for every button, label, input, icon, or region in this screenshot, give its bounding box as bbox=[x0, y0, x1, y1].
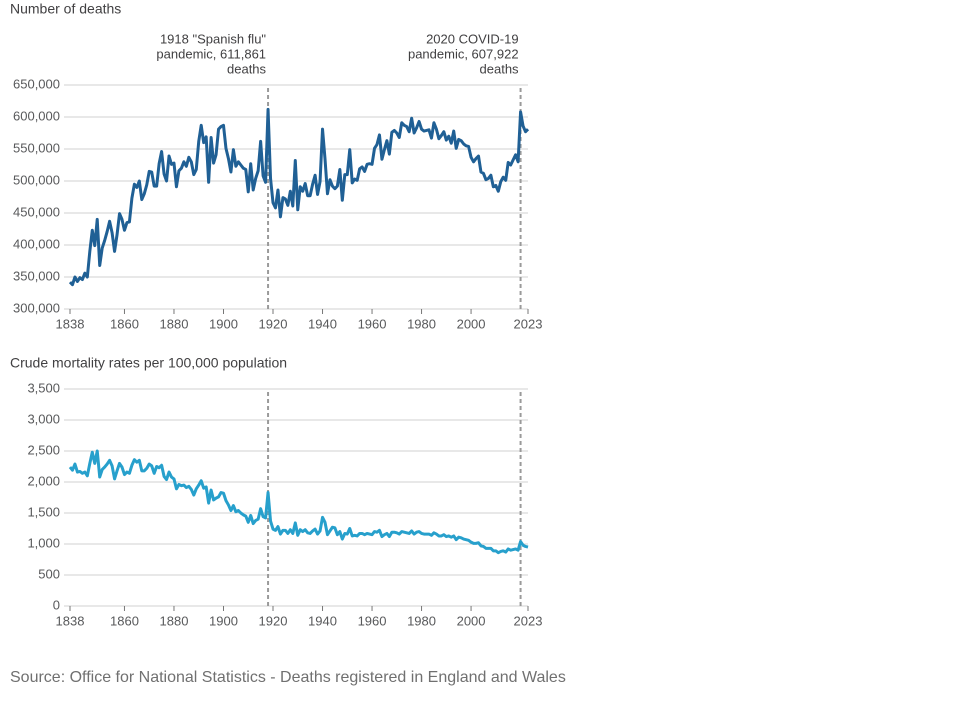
y-tick-label: 550,000 bbox=[13, 140, 60, 155]
annotation: deaths bbox=[227, 61, 267, 76]
x-tick-label: 1860 bbox=[110, 316, 139, 331]
y-tick-label: 350,000 bbox=[13, 268, 60, 283]
x-tick-label: 2000 bbox=[457, 316, 486, 331]
x-tick-label: 1980 bbox=[407, 613, 436, 628]
x-tick-label: 1900 bbox=[209, 316, 238, 331]
y-tick-label: 600,000 bbox=[13, 108, 60, 123]
annotation: pandemic, 611,861 bbox=[156, 46, 266, 61]
x-tick-label: 1940 bbox=[308, 316, 337, 331]
x-tick-label: 1920 bbox=[259, 316, 288, 331]
y-tick-label: 300,000 bbox=[13, 300, 60, 315]
y-tick-label: 1,000 bbox=[27, 535, 60, 550]
source-note: Source: Office for National Statistics -… bbox=[10, 669, 566, 686]
x-tick-label: 1838 bbox=[56, 316, 85, 331]
x-tick-label: 1900 bbox=[209, 613, 238, 628]
y-tick-label: 650,000 bbox=[13, 76, 60, 91]
x-tick-label: 1838 bbox=[56, 613, 85, 628]
data-line bbox=[68, 449, 529, 555]
annotation: 1918 "Spanish flu" bbox=[160, 31, 266, 46]
x-tick-label: 2023 bbox=[514, 316, 543, 331]
x-tick-label: 1860 bbox=[110, 613, 139, 628]
y-tick-label: 450,000 bbox=[13, 204, 60, 219]
x-tick-label: 1960 bbox=[358, 316, 387, 331]
data-line bbox=[68, 107, 530, 287]
y-tick-label: 2,000 bbox=[27, 473, 60, 488]
x-tick-label: 1940 bbox=[308, 613, 337, 628]
y-axis-title: Number of deaths bbox=[10, 1, 121, 17]
x-tick-label: 1880 bbox=[160, 316, 189, 331]
y-tick-label: 3,500 bbox=[27, 380, 60, 395]
x-tick-label: 2023 bbox=[514, 613, 543, 628]
x-tick-label: 2000 bbox=[457, 613, 486, 628]
y-tick-label: 0 bbox=[53, 597, 60, 612]
y-tick-label: 400,000 bbox=[13, 236, 60, 251]
x-tick-label: 1960 bbox=[358, 613, 387, 628]
annotation: pandemic, 607,922 bbox=[408, 46, 519, 61]
x-tick-label: 1980 bbox=[407, 316, 436, 331]
y-tick-label: 1,500 bbox=[27, 504, 60, 519]
x-tick-label: 1880 bbox=[160, 613, 189, 628]
x-tick-label: 1920 bbox=[259, 613, 288, 628]
annotation: deaths bbox=[480, 61, 520, 76]
y-tick-label: 2,500 bbox=[27, 442, 60, 457]
y-tick-label: 500,000 bbox=[13, 172, 60, 187]
y-tick-label: 500 bbox=[38, 566, 60, 581]
annotation: 2020 COVID-19 bbox=[426, 31, 519, 46]
y-tick-label: 3,000 bbox=[27, 411, 60, 426]
y-axis-title: Crude mortality rates per 100,000 popula… bbox=[10, 355, 287, 371]
